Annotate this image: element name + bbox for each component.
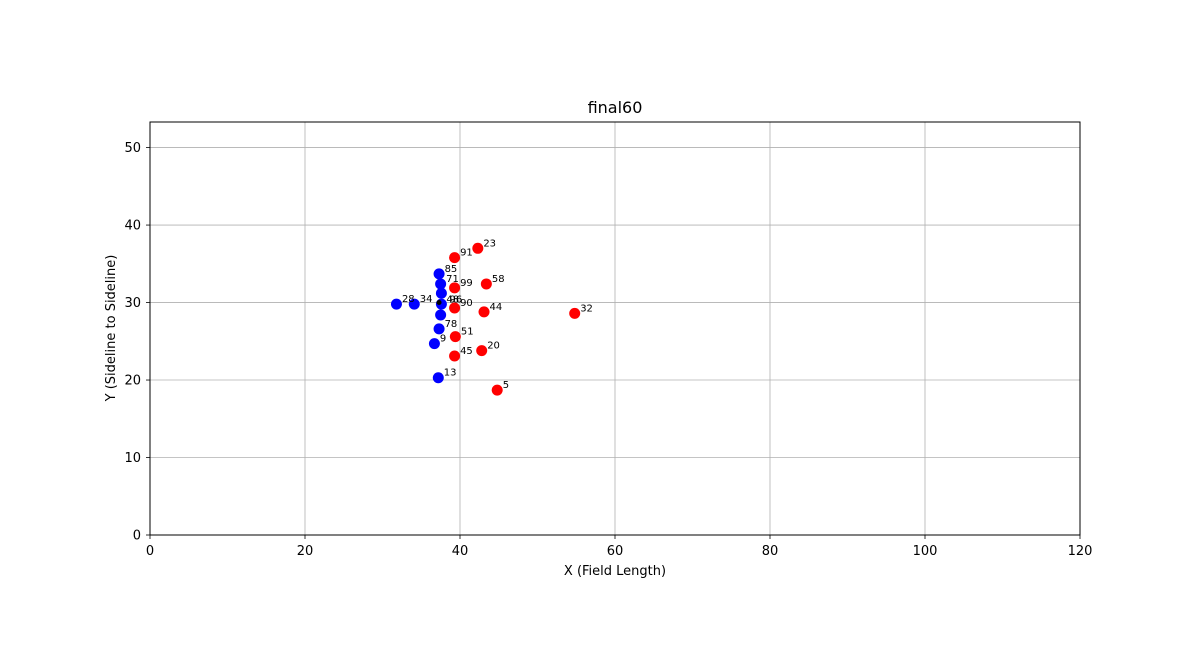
scatter-point bbox=[569, 307, 581, 319]
scatter-point bbox=[449, 252, 461, 264]
points-layer bbox=[390, 242, 581, 396]
x-tick-label: 80 bbox=[762, 544, 779, 559]
point-label: 9 bbox=[440, 334, 446, 345]
scatter-point bbox=[408, 298, 420, 310]
point-label: 28 bbox=[402, 294, 415, 305]
scatter-point bbox=[449, 302, 461, 314]
point-label: 58 bbox=[492, 274, 505, 285]
x-tick-label: 40 bbox=[452, 544, 469, 559]
scatter-point bbox=[428, 338, 440, 350]
x-axis-label: X (Field Length) bbox=[564, 564, 666, 579]
scatter-point bbox=[480, 278, 492, 290]
y-tick-label: 0 bbox=[133, 529, 141, 544]
scatter-point bbox=[449, 282, 461, 294]
y-tick-label: 40 bbox=[124, 219, 141, 234]
point-label: 32 bbox=[580, 303, 593, 314]
point-label: 13 bbox=[444, 368, 457, 379]
point-label: 90 bbox=[460, 298, 473, 309]
point-label: 48 bbox=[446, 294, 459, 305]
x-tick-label: 20 bbox=[297, 544, 314, 559]
point-label: 85 bbox=[445, 264, 458, 275]
point-label: 45 bbox=[460, 346, 473, 357]
point-label: 23 bbox=[483, 238, 496, 249]
grid-layer bbox=[149, 122, 1081, 536]
point-label: 96 bbox=[450, 294, 463, 305]
x-tick-label: 60 bbox=[607, 544, 624, 559]
scatter-point bbox=[435, 309, 447, 321]
scatter-point bbox=[449, 350, 461, 362]
y-tick-label: 20 bbox=[124, 374, 141, 389]
chart-title: final60 bbox=[588, 98, 643, 117]
scatter-point bbox=[476, 345, 488, 357]
point-label: 20 bbox=[487, 341, 500, 352]
point-label: 91 bbox=[460, 248, 473, 259]
x-tick-label: 0 bbox=[146, 544, 154, 559]
y-tick-label: 10 bbox=[124, 451, 141, 466]
y-tick-label: 50 bbox=[124, 141, 141, 156]
scatter-point bbox=[433, 268, 445, 280]
point-label: 51 bbox=[461, 327, 474, 338]
scatter-point bbox=[435, 287, 447, 299]
scatter-point bbox=[491, 384, 503, 396]
scatter-point bbox=[435, 278, 447, 290]
point-label: 71 bbox=[446, 274, 459, 285]
point-label: 5 bbox=[503, 380, 509, 391]
scatter-point bbox=[432, 372, 444, 384]
point-label: 44 bbox=[490, 302, 503, 313]
point-label: 99 bbox=[460, 278, 473, 289]
scatter-point bbox=[478, 306, 490, 318]
point-label: 78 bbox=[445, 319, 458, 330]
tick-layer: 0 20 40 60 80 100 120 0 10 20 30 40 50 bbox=[124, 141, 1092, 559]
scatter-point bbox=[472, 242, 484, 254]
scatter-point bbox=[433, 323, 445, 335]
y-tick-label: 30 bbox=[124, 296, 141, 311]
football-marker bbox=[436, 300, 442, 306]
scatter-point bbox=[390, 298, 402, 310]
y-axis-label: Y (Sideline to Sideline) bbox=[104, 255, 119, 403]
x-tick-label: 120 bbox=[1068, 544, 1093, 559]
scatter-point bbox=[449, 331, 461, 343]
point-label: 34 bbox=[420, 294, 433, 305]
x-tick-label: 100 bbox=[913, 544, 938, 559]
